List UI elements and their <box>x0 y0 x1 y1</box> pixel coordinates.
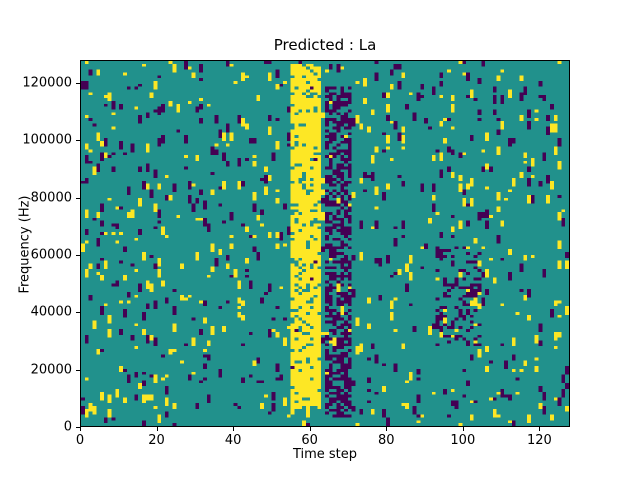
y-tick-mark <box>76 140 80 142</box>
chart-title: Predicted : La <box>273 36 377 54</box>
x-tick-label: 0 <box>75 433 85 448</box>
x-axis-label: Time step <box>292 447 358 462</box>
x-tick-mark <box>80 427 81 431</box>
x-tick-label: 120 <box>526 433 552 448</box>
y-tick-label: 100000 <box>22 132 72 148</box>
y-tick-label: 60000 <box>30 247 72 263</box>
x-tick-mark <box>233 427 235 431</box>
x-tick-mark <box>539 427 541 431</box>
y-tick-label: 40000 <box>30 304 72 320</box>
y-tick-mark <box>76 254 80 256</box>
y-tick-label: 0 <box>63 419 72 435</box>
plot-area <box>80 60 570 427</box>
x-tick-label: 80 <box>377 433 395 448</box>
x-tick-label: 60 <box>301 433 318 448</box>
x-tick-mark <box>309 427 311 431</box>
heatmap-canvas <box>81 61 569 426</box>
x-tick-mark <box>156 427 158 431</box>
y-tick-mark <box>76 197 80 199</box>
x-tick-label: 100 <box>450 433 476 448</box>
y-tick-mark <box>76 312 80 314</box>
y-tick-label: 80000 <box>30 190 72 206</box>
y-tick-label: 20000 <box>30 362 72 378</box>
x-tick-mark <box>462 427 464 431</box>
y-tick-mark <box>76 427 80 428</box>
x-tick-mark <box>386 427 388 431</box>
y-tick-mark <box>76 369 80 371</box>
x-tick-label: 40 <box>224 433 242 448</box>
y-tick-label: 120000 <box>22 75 72 91</box>
y-tick-mark <box>76 82 80 84</box>
x-tick-label: 20 <box>148 433 165 448</box>
